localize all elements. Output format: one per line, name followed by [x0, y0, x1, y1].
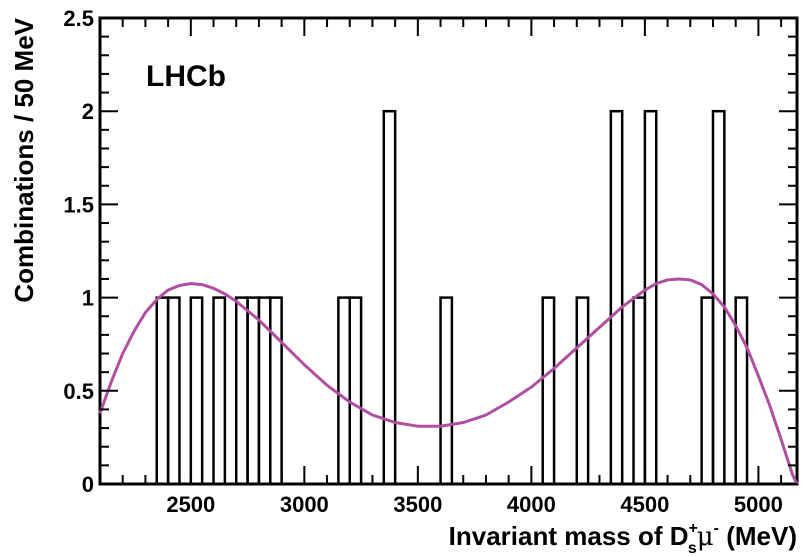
histogram-bar [269, 296, 283, 486]
x-axis-title-unit: (MeV) [719, 521, 797, 551]
histogram-bar [734, 296, 749, 486]
histogram-bar [575, 296, 590, 486]
x-tick-label: 4500 [620, 492, 669, 517]
x-axis-title-main: Invariant mass of D [449, 521, 689, 551]
x-tick-label: 3500 [393, 492, 442, 517]
y-axis-title: Combinations / 50 MeV [9, 17, 39, 302]
histogram-bar [632, 296, 647, 486]
histogram-bar [246, 296, 261, 486]
histogram-bar [711, 109, 726, 486]
histogram-bar [348, 296, 363, 486]
histogram-bar [189, 296, 204, 486]
x-axis-title-sup: + [689, 520, 698, 537]
x-tick-label: 2500 [166, 492, 215, 517]
experiment-label: LHCb [146, 60, 226, 93]
y-tick-label: 2 [82, 99, 94, 124]
histogram-bar [609, 109, 624, 486]
histogram-bar [166, 296, 181, 486]
x-tick-label: 5000 [734, 492, 783, 517]
x-axis-title-particle: μ [697, 522, 714, 552]
histogram-bar [382, 109, 397, 486]
y-tick-label: 0.5 [63, 379, 94, 404]
histogram-bar [155, 296, 170, 486]
histogram-bar [337, 296, 351, 486]
y-tick-label: 0 [82, 472, 94, 497]
histogram-bar [643, 109, 658, 486]
histogram-bars [155, 109, 749, 486]
histogram-bar [700, 296, 715, 486]
x-tick-label: 3000 [280, 492, 329, 517]
y-axis-ticks: 0 0.5 1 1.5 2 2.5 [63, 6, 797, 497]
x-tick-label: 4000 [507, 492, 556, 517]
histogram-bar [439, 296, 454, 486]
x-axis-title: Invariant mass of D+ sμ- (MeV) [449, 520, 797, 556]
histogram-bar [541, 296, 556, 486]
y-tick-label: 2.5 [63, 6, 94, 31]
y-tick-label: 1 [82, 286, 94, 311]
x-axis-ticks: 2500 3000 3500 4000 4500 5000 [99, 18, 783, 517]
histogram-bar [234, 296, 249, 486]
y-tick-label: 1.5 [63, 192, 94, 217]
fit-curve [98, 277, 799, 485]
x-axis-title-particle-sup: - [714, 520, 719, 537]
histogram-bar [212, 296, 227, 486]
x-axis-title-sub: s [688, 540, 697, 556]
